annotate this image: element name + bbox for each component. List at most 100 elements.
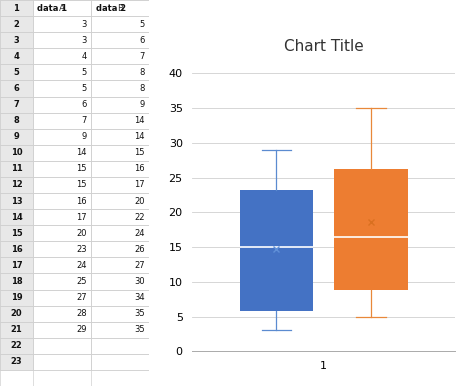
Text: 15: 15 xyxy=(76,164,87,173)
Bar xyxy=(91,113,149,129)
Text: 17: 17 xyxy=(134,181,145,190)
Text: 15: 15 xyxy=(134,148,145,157)
Bar xyxy=(33,32,91,48)
Text: 5: 5 xyxy=(139,20,145,29)
Text: A: A xyxy=(59,3,65,12)
Text: 17: 17 xyxy=(76,213,87,222)
Bar xyxy=(0,161,33,177)
Bar xyxy=(0,64,33,80)
Text: 21: 21 xyxy=(10,325,22,334)
Bar xyxy=(33,129,91,145)
Bar xyxy=(91,193,149,209)
Bar xyxy=(91,177,149,193)
Bar xyxy=(334,169,408,290)
Text: 12: 12 xyxy=(10,181,22,190)
Bar xyxy=(33,48,91,64)
Text: 6: 6 xyxy=(81,100,87,109)
Bar xyxy=(0,96,33,113)
Text: 9: 9 xyxy=(139,100,145,109)
Text: Chart Title: Chart Title xyxy=(284,39,364,54)
Text: 23: 23 xyxy=(10,357,22,366)
Bar xyxy=(33,338,91,354)
Bar xyxy=(33,64,91,80)
Text: 15: 15 xyxy=(10,229,22,238)
Text: 28: 28 xyxy=(76,309,87,318)
Bar xyxy=(91,16,149,32)
Bar xyxy=(33,16,91,32)
Text: 34: 34 xyxy=(134,293,145,302)
Bar xyxy=(33,145,91,161)
Bar xyxy=(91,241,149,257)
Bar xyxy=(33,96,91,113)
Text: 23: 23 xyxy=(76,245,87,254)
Bar xyxy=(33,177,91,193)
Text: 35: 35 xyxy=(134,309,145,318)
Text: 5: 5 xyxy=(82,68,87,77)
Bar xyxy=(0,177,33,193)
Bar xyxy=(91,64,149,80)
Bar xyxy=(0,241,33,257)
Text: 5: 5 xyxy=(13,68,19,77)
Text: 2: 2 xyxy=(13,20,19,29)
Text: 20: 20 xyxy=(134,196,145,205)
Text: 19: 19 xyxy=(10,293,22,302)
Bar xyxy=(91,80,149,96)
Text: 6: 6 xyxy=(139,36,145,45)
Bar xyxy=(33,161,91,177)
Bar xyxy=(91,0,149,16)
Text: 7: 7 xyxy=(139,52,145,61)
Bar xyxy=(240,190,313,311)
Text: 27: 27 xyxy=(134,261,145,270)
Text: 20: 20 xyxy=(10,309,22,318)
Text: 20: 20 xyxy=(76,229,87,238)
Bar xyxy=(33,0,91,16)
Bar xyxy=(0,193,33,209)
Bar xyxy=(33,354,91,370)
Bar xyxy=(33,80,91,96)
Text: 8: 8 xyxy=(14,116,19,125)
Text: data 2: data 2 xyxy=(96,3,126,12)
Bar xyxy=(0,338,33,354)
Bar xyxy=(91,354,149,370)
Text: 7: 7 xyxy=(14,100,19,109)
Bar xyxy=(91,257,149,273)
Text: 22: 22 xyxy=(134,213,145,222)
Bar xyxy=(91,273,149,290)
Bar xyxy=(33,113,91,129)
Text: 29: 29 xyxy=(76,325,87,334)
Bar xyxy=(33,241,91,257)
Text: 15: 15 xyxy=(76,181,87,190)
Bar xyxy=(91,209,149,225)
Text: 16: 16 xyxy=(134,164,145,173)
Text: 3: 3 xyxy=(81,36,87,45)
Bar xyxy=(91,290,149,306)
Bar xyxy=(0,290,33,306)
Text: 8: 8 xyxy=(139,84,145,93)
Bar xyxy=(0,225,33,241)
Text: 16: 16 xyxy=(10,245,22,254)
Text: 14: 14 xyxy=(10,213,22,222)
Bar xyxy=(0,48,33,64)
Bar xyxy=(0,16,33,32)
Text: 14: 14 xyxy=(134,116,145,125)
Text: 26: 26 xyxy=(134,245,145,254)
Bar xyxy=(0,273,33,290)
Text: 9: 9 xyxy=(14,132,19,141)
Bar xyxy=(33,209,91,225)
Bar xyxy=(0,209,33,225)
Bar xyxy=(0,129,33,145)
Text: 35: 35 xyxy=(134,325,145,334)
Text: 3: 3 xyxy=(81,20,87,29)
Bar xyxy=(91,129,149,145)
Bar xyxy=(91,322,149,338)
Bar xyxy=(91,48,149,64)
Text: data 1: data 1 xyxy=(37,3,67,12)
Text: 4: 4 xyxy=(82,52,87,61)
Bar xyxy=(33,257,91,273)
Text: 17: 17 xyxy=(10,261,22,270)
Text: 30: 30 xyxy=(134,277,145,286)
Text: 3: 3 xyxy=(14,36,19,45)
Bar xyxy=(91,96,149,113)
Text: 10: 10 xyxy=(10,148,22,157)
Bar xyxy=(0,113,33,129)
